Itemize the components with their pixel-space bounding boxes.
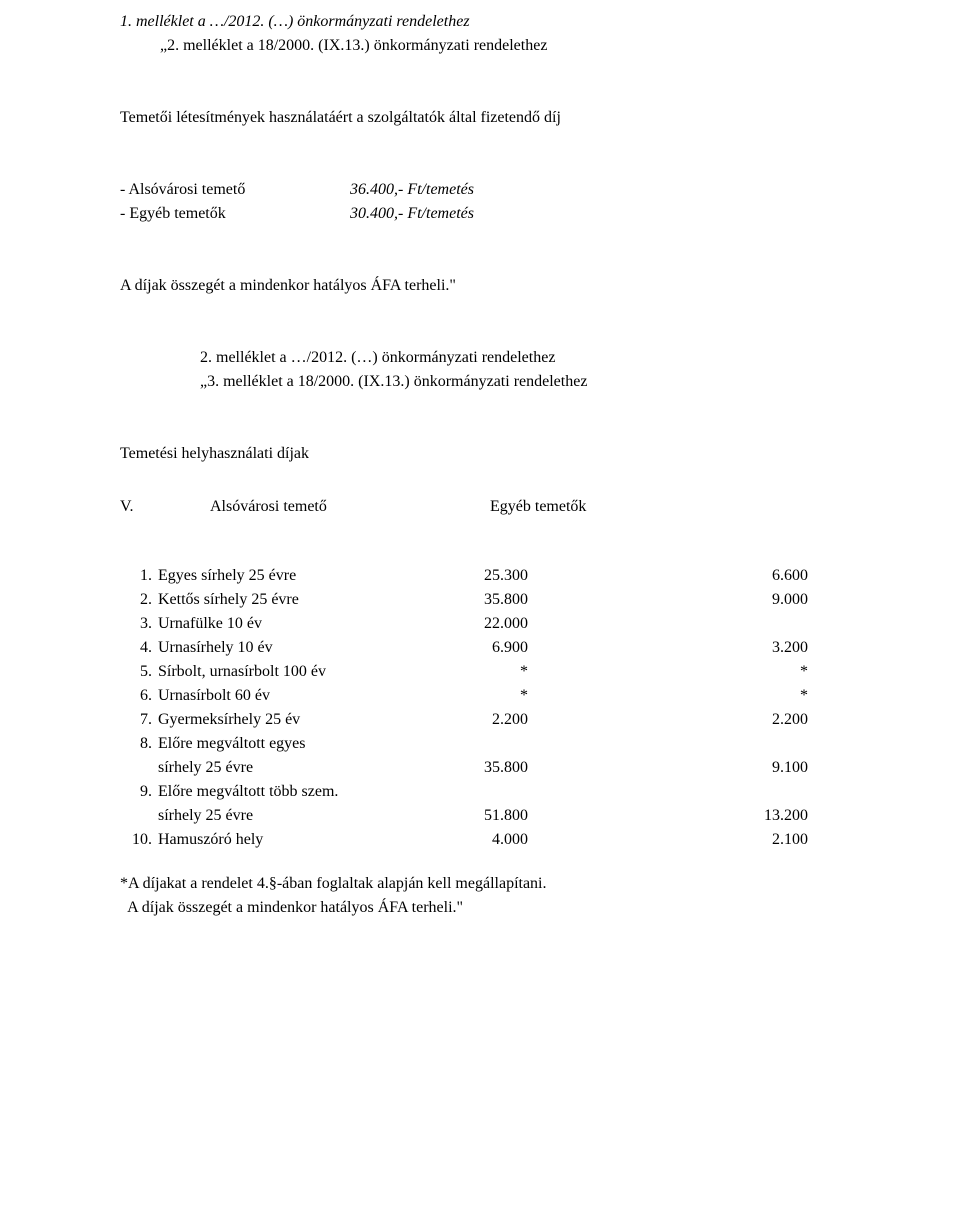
annex1-subtitle: „2. melléklet a 18/2000. (IX.13.) önkorm…	[160, 34, 850, 58]
section2-heading: Temetési helyhasználati díjak	[120, 442, 850, 466]
row-desc: Kettős sírhely 25 évre	[158, 588, 408, 612]
row-value-1: 22.000	[408, 612, 528, 636]
row-value-1: 4.000	[408, 828, 528, 852]
row-value-1: 25.300	[408, 564, 528, 588]
table-row: 4.Urnasírhely 10 év6.900 3.200	[120, 636, 850, 660]
table-row: 1.Egyes sírhely 25 évre25.300 6.600	[120, 564, 850, 588]
row-value-1: 6.900	[408, 636, 528, 660]
col-header-1: Alsóvárosi temető	[210, 498, 490, 516]
table-row: sírhely 25 évre35.800 9.100	[120, 756, 850, 780]
col-roman: V.	[120, 498, 210, 516]
row-value-2: *	[728, 684, 808, 708]
section1-note: A díjak összegét a mindenkor hatályos ÁF…	[120, 274, 850, 298]
section1-heading: Temetői létesítmények használatáért a sz…	[120, 106, 850, 130]
row-value-2: 6.600	[728, 564, 808, 588]
table-row: 3.Urnafülke 10 év22.000	[120, 612, 850, 636]
row-sep: .	[148, 732, 158, 756]
annex1-title: 1. melléklet a …/2012. (…) önkormányzati…	[120, 10, 850, 34]
row-number: 10	[120, 828, 148, 852]
row-sep: .	[148, 708, 158, 732]
row-desc: Gyermeksírhely 25 év	[158, 708, 408, 732]
row-sep: .	[148, 564, 158, 588]
row-sep: .	[148, 780, 158, 804]
table-row: 2.Kettős sírhely 25 évre35.800 9.000	[120, 588, 850, 612]
footnote-2: A díjak összegét a mindenkor hatályos ÁF…	[120, 896, 850, 920]
row-value-2: 9.000	[728, 588, 808, 612]
fee-label: - Egyéb temetők	[120, 202, 350, 226]
fee-row: - Alsóvárosi temető 36.400,- Ft/temetés	[120, 178, 850, 202]
table-row: 6.Urnasírbolt 60 év**	[120, 684, 850, 708]
row-number: 5	[120, 660, 148, 684]
fee-row: - Egyéb temetők 30.400,- Ft/temetés	[120, 202, 850, 226]
row-sep: .	[148, 636, 158, 660]
row-desc: Urnafülke 10 év	[158, 612, 408, 636]
fee-value: 36.400,- Ft/temetés	[350, 178, 510, 202]
row-sep: .	[148, 684, 158, 708]
row-value-1: *	[408, 684, 528, 708]
row-sep: .	[148, 660, 158, 684]
row-number: 2	[120, 588, 148, 612]
row-desc: Előre megváltott több szem.	[158, 780, 408, 804]
table-row: 9.Előre megváltott több szem.	[120, 780, 850, 804]
annex2-title: 2. melléklet a …/2012. (…) önkormányzati…	[200, 346, 850, 370]
row-number: 9	[120, 780, 148, 804]
row-sep: .	[148, 588, 158, 612]
table-row: sírhely 25 évre51.800 13.200	[120, 804, 850, 828]
fee-label: - Alsóvárosi temető	[120, 178, 350, 202]
fee-value: 30.400,- Ft/temetés	[350, 202, 510, 226]
row-number: 3	[120, 612, 148, 636]
row-number: 1	[120, 564, 148, 588]
row-desc: Urnasírhely 10 év	[158, 636, 408, 660]
row-number: 4	[120, 636, 148, 660]
table-header: V. Alsóvárosi temető Egyéb temetők	[120, 498, 850, 516]
row-value-1: 51.800	[408, 804, 528, 828]
row-value-2: 2.200	[728, 708, 808, 732]
row-desc: Urnasírbolt 60 év	[158, 684, 408, 708]
row-value-1: 35.800	[408, 588, 528, 612]
row-desc: Előre megváltott egyes	[158, 732, 408, 756]
row-number: 6	[120, 684, 148, 708]
row-desc: Egyes sírhely 25 évre	[158, 564, 408, 588]
price-table: 1.Egyes sírhely 25 évre25.3006.6002.Kett…	[120, 564, 850, 852]
row-sep: .	[148, 612, 158, 636]
row-value-1: *	[408, 660, 528, 684]
row-desc-sub: sírhely 25 évre	[158, 756, 408, 780]
row-value-2: *	[728, 660, 808, 684]
row-value-1: 2.200	[408, 708, 528, 732]
row-value-2	[728, 612, 808, 636]
row-value-2: 13.200	[728, 804, 808, 828]
annex2-subtitle: „3. melléklet a 18/2000. (IX.13.) önkorm…	[200, 370, 850, 394]
row-value-2: 2.100	[728, 828, 808, 852]
row-value-2: 3.200	[728, 636, 808, 660]
row-number: 8	[120, 732, 148, 756]
table-row: 10.Hamuszóró hely4.000 2.100	[120, 828, 850, 852]
row-desc-sub: sírhely 25 évre	[158, 804, 408, 828]
row-value-1: 35.800	[408, 756, 528, 780]
table-row: 8.Előre megváltott egyes	[120, 732, 850, 756]
row-value-2: 9.100	[728, 756, 808, 780]
col-header-2: Egyéb temetők	[490, 498, 586, 516]
row-sep: .	[148, 828, 158, 852]
row-desc: Sírbolt, urnasírbolt 100 év	[158, 660, 408, 684]
row-number: 7	[120, 708, 148, 732]
table-row: 7.Gyermeksírhely 25 év2.2002.200	[120, 708, 850, 732]
footnote-1: *A díjakat a rendelet 4.§-ában foglaltak…	[120, 872, 850, 896]
table-row: 5.Sírbolt, urnasírbolt 100 év**	[120, 660, 850, 684]
row-desc: Hamuszóró hely	[158, 828, 408, 852]
